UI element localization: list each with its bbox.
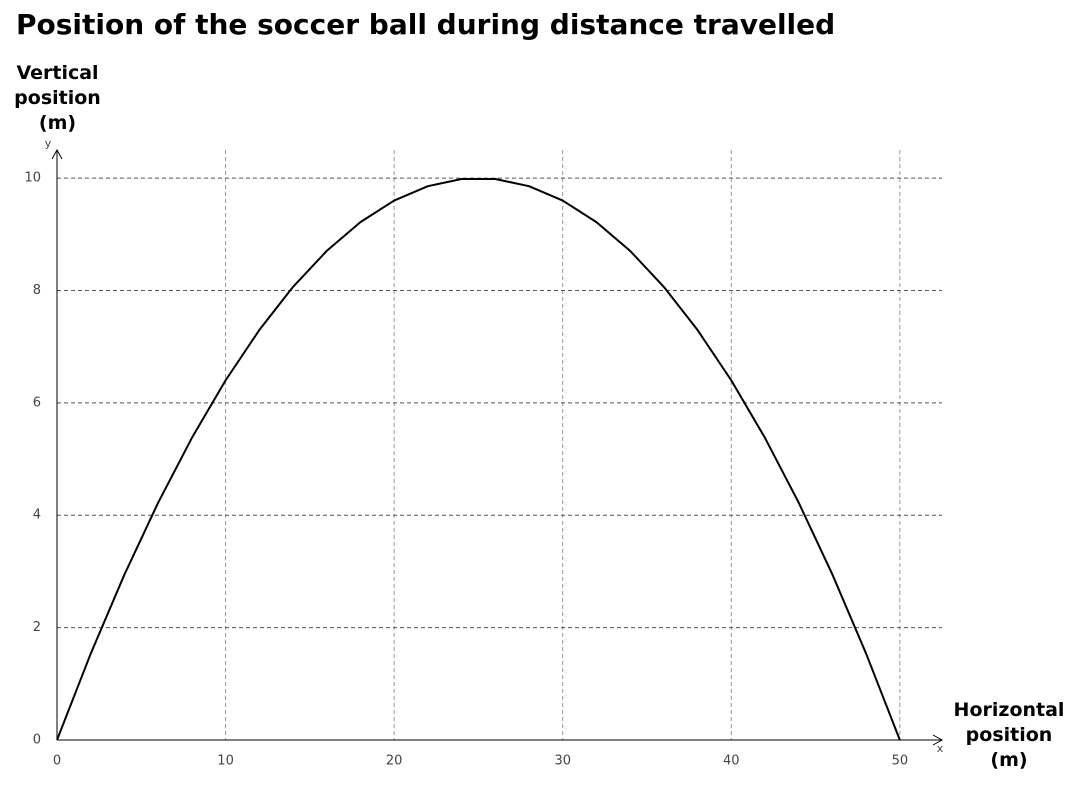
y-tick-label: 0 xyxy=(33,733,41,748)
x-axis-title: Horizontal position (m) xyxy=(953,699,1065,771)
y-tick-label: 2 xyxy=(33,620,41,635)
y-tick-label: 6 xyxy=(33,395,41,410)
x-axis-symbol: x xyxy=(937,742,944,755)
y-tick-label: 4 xyxy=(33,508,41,523)
chart-title: Position of the soccer ball during dista… xyxy=(16,8,836,41)
trajectory-line xyxy=(56,177,901,741)
x-tick-label: 40 xyxy=(723,754,740,769)
y-tick-label: 8 xyxy=(33,283,41,298)
y-axis-arrow xyxy=(51,148,63,160)
x-tick-label: 50 xyxy=(892,754,909,769)
y-axis-symbol: y xyxy=(45,137,52,150)
x-axis-arrow xyxy=(932,734,944,746)
x-tick-label: 20 xyxy=(386,754,403,769)
x-tick-label: 30 xyxy=(554,754,571,769)
x-tick-label: 0 xyxy=(53,754,61,769)
y-axis-title: Vertical position (m) xyxy=(14,62,101,134)
y-tick-label: 10 xyxy=(24,171,41,186)
x-tick-label: 10 xyxy=(217,754,234,769)
